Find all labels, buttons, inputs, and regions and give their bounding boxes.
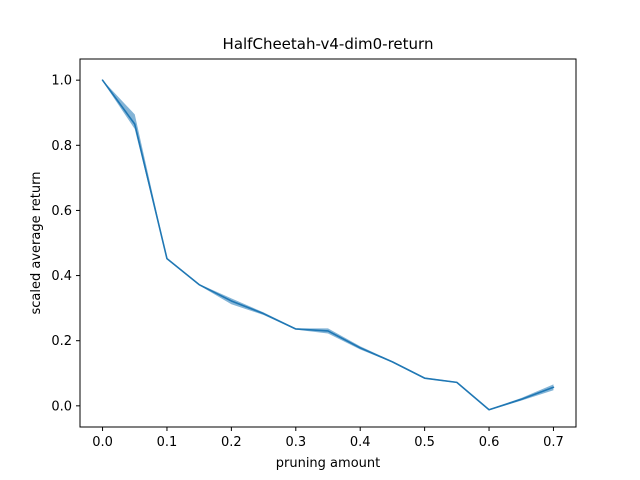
series-line-0 bbox=[101, 79, 555, 411]
data-point-7 bbox=[327, 330, 329, 332]
x-tick-label-2: 0.2 bbox=[221, 435, 242, 450]
data-point-5 bbox=[263, 313, 265, 315]
plot-area bbox=[101, 79, 555, 411]
x-tick-label-4: 0.4 bbox=[350, 435, 371, 450]
y-tick-label-5: 1.0 bbox=[51, 74, 72, 89]
data-point-8 bbox=[359, 347, 361, 349]
data-point-13 bbox=[520, 399, 522, 401]
y-tick-label-3: 0.6 bbox=[51, 204, 72, 219]
data-point-10 bbox=[424, 377, 426, 379]
y-tick-label-0: 0.0 bbox=[51, 399, 72, 414]
data-point-6 bbox=[295, 328, 297, 330]
chart-title: HalfCheetah-v4-dim0-return bbox=[223, 35, 434, 53]
x-axis-label: pruning amount bbox=[276, 456, 380, 471]
data-point-3 bbox=[198, 284, 200, 286]
data-point-4 bbox=[231, 300, 233, 302]
x-tick-label-6: 0.6 bbox=[479, 435, 500, 450]
x-tick-label-0: 0.0 bbox=[92, 435, 113, 450]
y-axis-label: scaled average return bbox=[29, 172, 44, 315]
x-tick-label-5: 0.5 bbox=[414, 435, 435, 450]
y-tick-label-4: 0.8 bbox=[51, 139, 72, 154]
axes-frame bbox=[79, 58, 577, 428]
data-point-1 bbox=[134, 123, 136, 125]
data-point-11 bbox=[456, 382, 458, 384]
axes: 0.0 0.1 0.2 0.3 0.4 0.5 0.6 0.7 0.0 0.2 0.4 0.6 0.8 1… bbox=[51, 58, 577, 450]
data-point-0 bbox=[102, 79, 104, 81]
confidence-band-0 bbox=[102, 80, 554, 411]
data-point-12 bbox=[488, 409, 490, 411]
x-tick-label-3: 0.3 bbox=[285, 435, 306, 450]
data-point-9 bbox=[392, 361, 394, 363]
data-point-14 bbox=[553, 386, 555, 388]
x-tick-label-1: 0.1 bbox=[157, 435, 178, 450]
x-tick-label-7: 0.7 bbox=[543, 435, 564, 450]
data-point-2 bbox=[166, 258, 168, 260]
y-tick-label-2: 0.4 bbox=[51, 269, 72, 284]
y-tick-label-1: 0.2 bbox=[51, 334, 72, 349]
